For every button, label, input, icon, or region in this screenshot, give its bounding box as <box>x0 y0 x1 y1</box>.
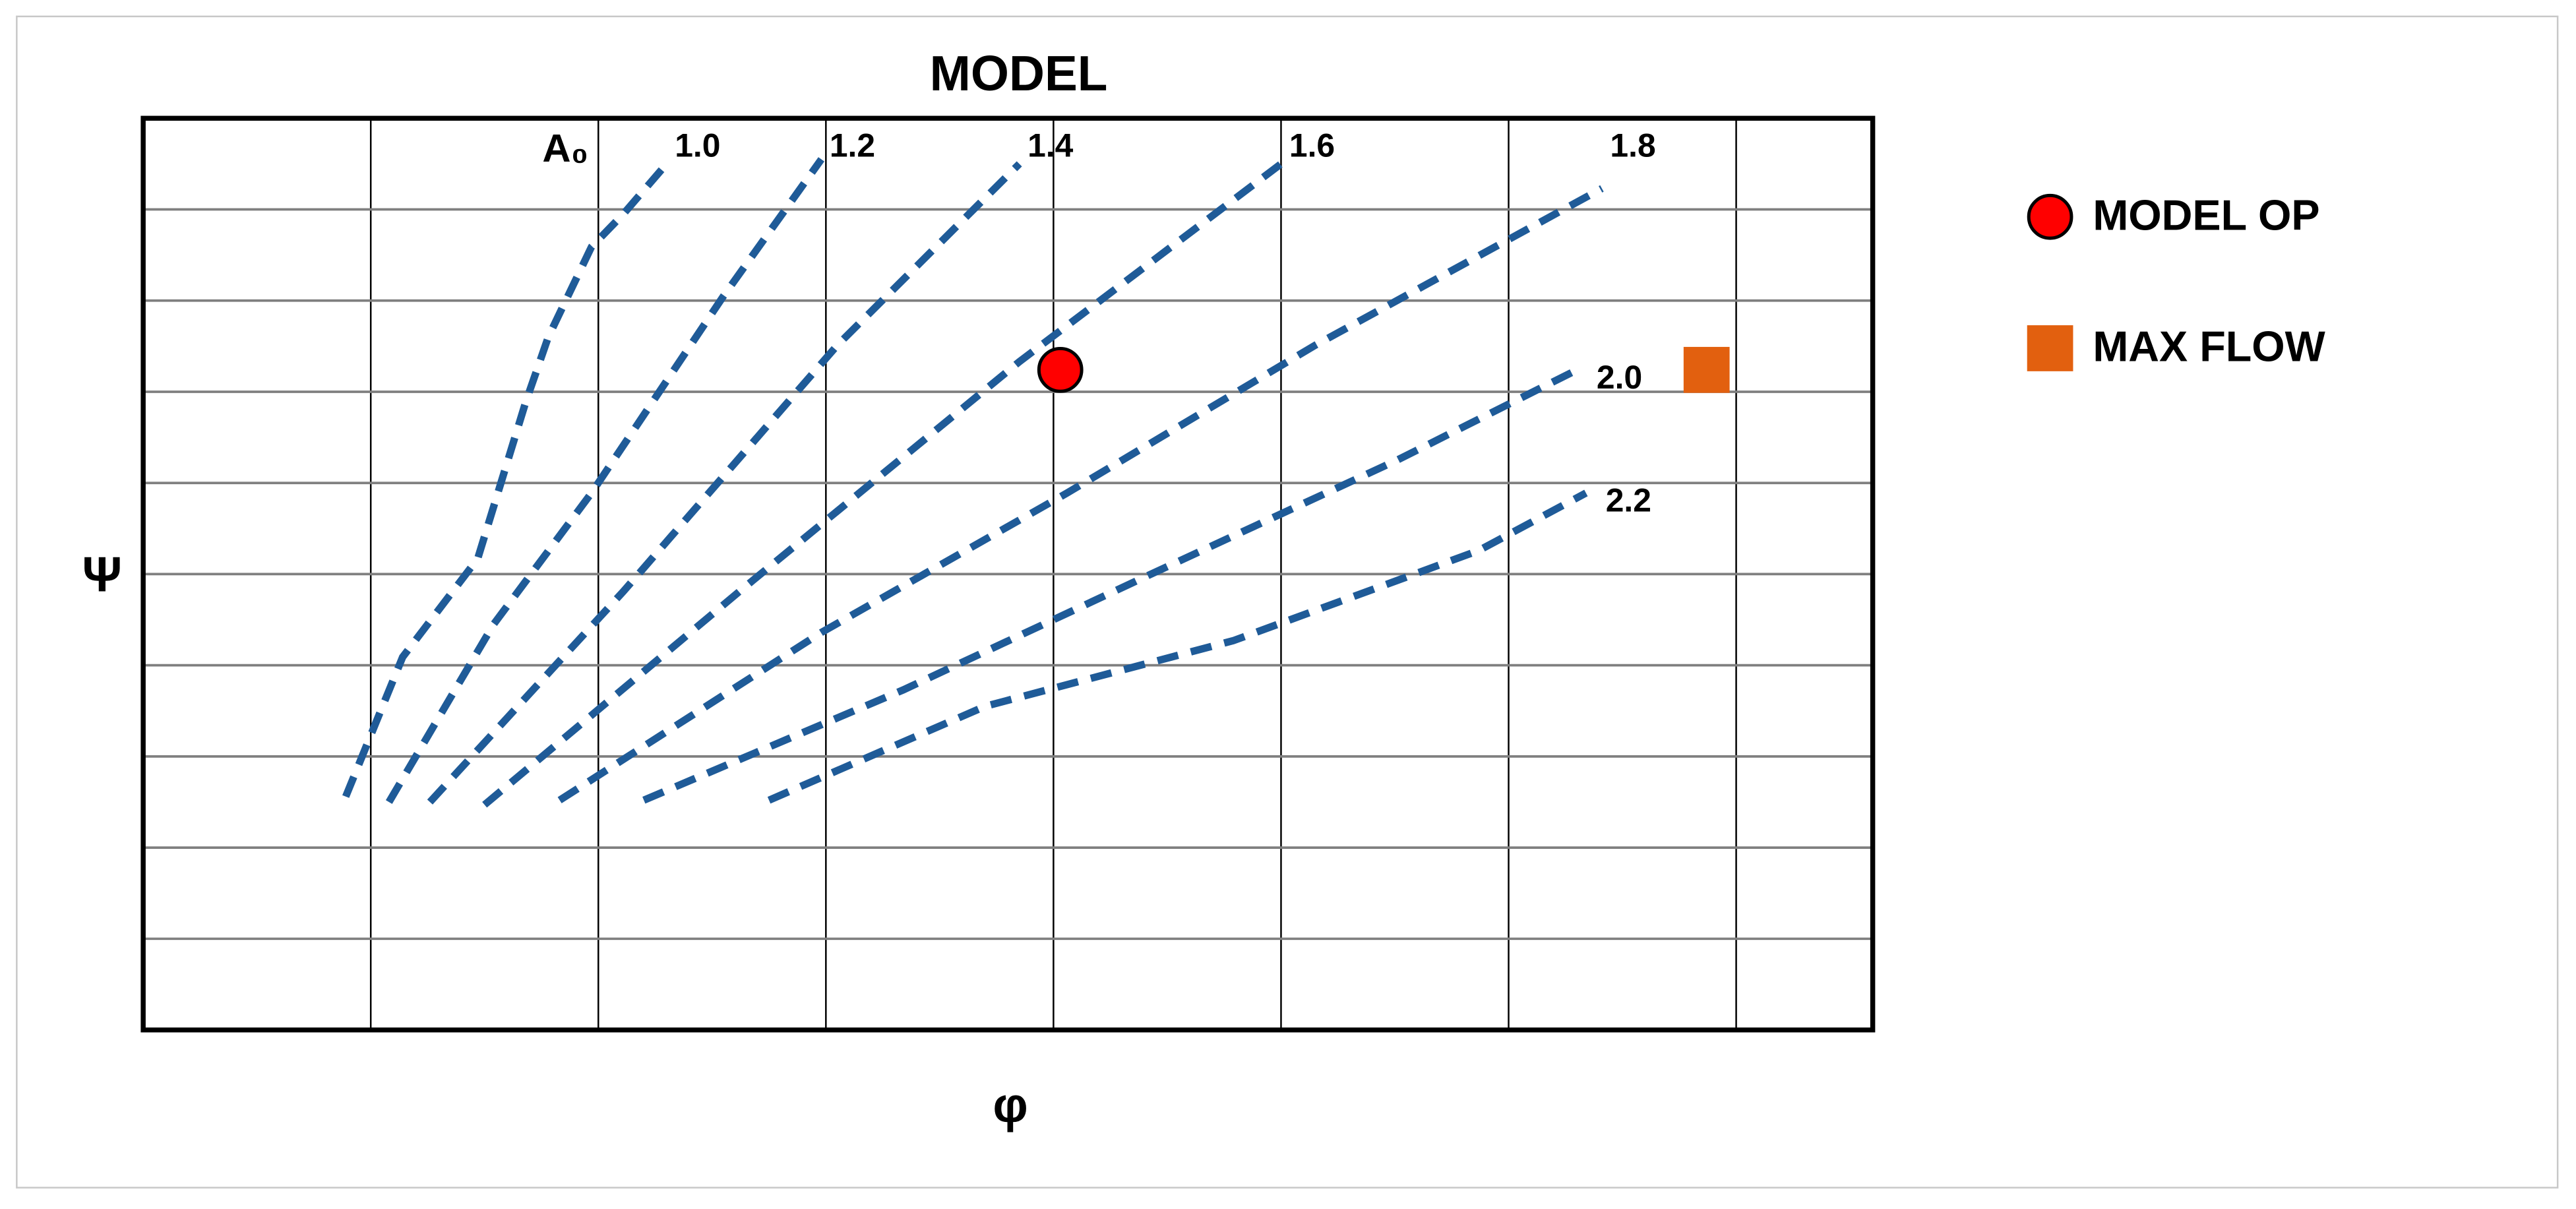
x-axis-label: φ <box>993 1077 1027 1132</box>
line-label: 2.2 <box>1606 482 1651 519</box>
legend-swatch <box>2027 325 2073 371</box>
legend-swatch <box>2027 193 2073 240</box>
line-label: 1.8 <box>1610 127 1655 164</box>
contour-line <box>557 185 1604 803</box>
contour-line <box>427 161 1022 805</box>
series-annotation: A₀ <box>542 126 588 170</box>
y-axis-label: Ψ <box>82 546 122 602</box>
contour-line <box>642 366 1579 804</box>
line-label: 1.6 <box>1289 127 1335 164</box>
legend-label: MAX FLOW <box>2093 323 2325 371</box>
contour-line <box>385 157 824 804</box>
chart-title: MODEL <box>930 46 1108 101</box>
line-label: 2.0 <box>1597 359 1642 396</box>
line-label: 1.0 <box>675 127 720 164</box>
data-point <box>1683 346 1730 393</box>
plot-border <box>140 115 1876 1033</box>
data-point <box>1037 346 1084 393</box>
line-label: 1.2 <box>830 127 875 164</box>
contour-line <box>767 489 1588 804</box>
legend-label: MODEL OP <box>2093 191 2319 239</box>
line-label: 1.4 <box>1027 127 1074 164</box>
